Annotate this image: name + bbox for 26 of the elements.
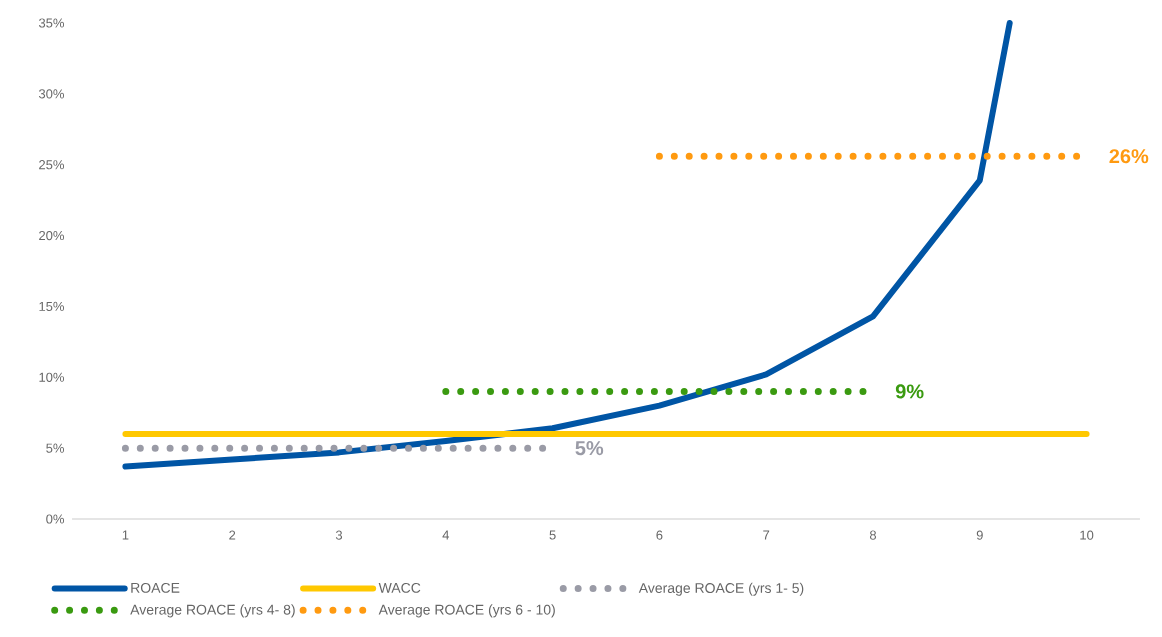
x-tick-label: 2 [229,530,236,540]
annotation: 26% [1109,149,1149,164]
y-tick-label: 0% [46,514,65,524]
y-tick-label: 25% [39,160,65,170]
annotation: 9% [895,384,924,399]
x-tick-label: 4 [442,530,450,540]
y-tick-label: 35% [38,18,65,28]
x-tick-label: 9 [976,530,983,540]
x-tick-label: 10 [1080,530,1094,540]
x-tick-label: 8 [869,530,877,540]
x-tick-label: 3 [335,530,343,540]
y-tick-label: 10% [39,372,65,382]
y-tick-label: 15% [39,301,65,311]
legend-label: WACC [378,582,421,593]
x-tick-label: 1 [122,530,129,540]
annotation: 5% [575,441,604,456]
legend-label: Average ROACE (yrs 1- 5) [638,582,804,596]
y-tick-label: 30% [38,89,65,99]
legend-label: ROACE [131,582,180,593]
y-tick-label: 5% [46,443,65,453]
y-tick-label: 20% [39,230,65,241]
legend-label: Average ROACE (yrs 4- 8) [130,604,295,618]
x-tick-label: 5 [549,530,556,540]
x-tick-label: 6 [656,530,663,540]
x-tick-label: 7 [763,530,770,540]
legend-label: Average ROACE (yrs 6 - 10) [378,604,555,618]
